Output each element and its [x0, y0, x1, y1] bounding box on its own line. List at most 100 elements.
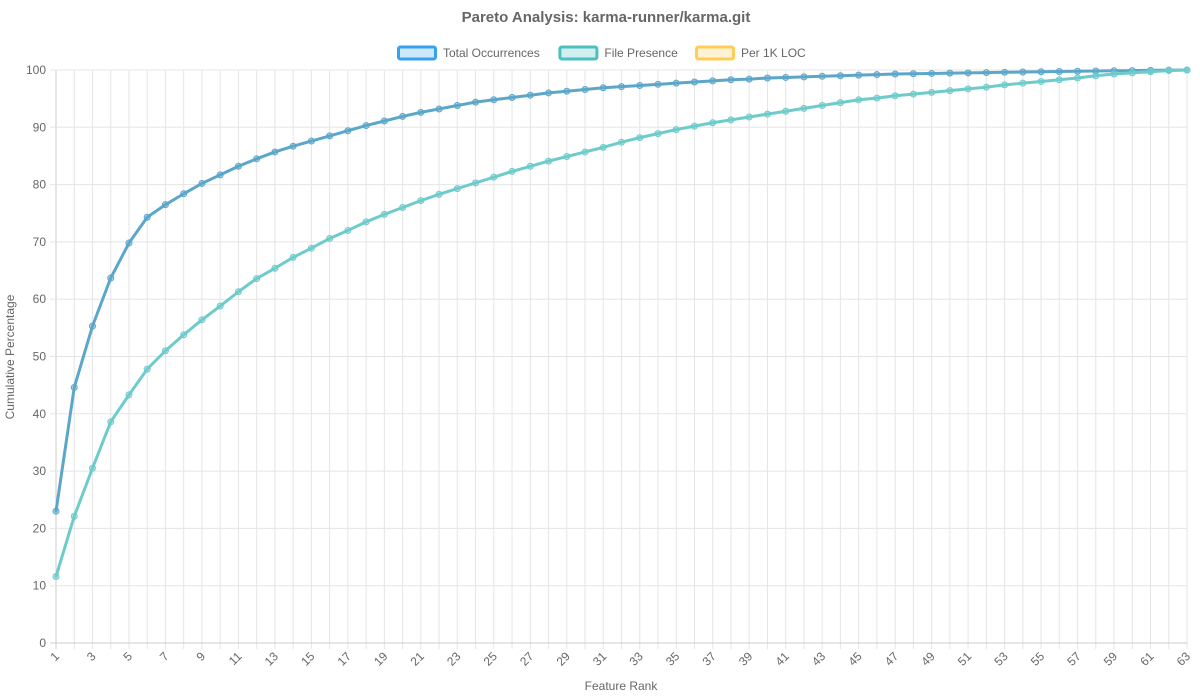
chart-grid: [50, 69, 1188, 649]
data-point-file-presence: [52, 573, 60, 581]
data-point-file-presence: [143, 365, 151, 373]
x-tick-label: 49: [918, 649, 938, 669]
data-point-total-occurrences: [836, 72, 844, 80]
x-tick-label: 61: [1137, 649, 1157, 669]
x-tick-label: 9: [193, 649, 208, 664]
data-point-file-presence: [800, 104, 808, 112]
data-point-file-presence: [180, 331, 188, 339]
data-point-total-occurrences: [636, 81, 644, 89]
data-point-total-occurrences: [855, 71, 863, 79]
data-point-total-occurrences: [745, 75, 753, 83]
data-point-total-occurrences: [198, 179, 206, 187]
data-point-total-occurrences: [818, 72, 826, 80]
data-point-file-presence: [1147, 68, 1155, 76]
data-point-file-presence: [435, 190, 443, 198]
x-tick-label: 17: [335, 649, 355, 669]
data-point-total-occurrences: [508, 94, 516, 102]
data-point-total-occurrences: [399, 112, 407, 120]
data-point-file-presence: [253, 275, 261, 283]
data-point-total-occurrences: [946, 69, 954, 77]
legend-label-total-occurrences: Total Occurrences: [443, 46, 540, 60]
data-point-file-presence: [362, 218, 370, 226]
data-point-total-occurrences: [453, 102, 461, 110]
data-point-file-presence: [818, 102, 826, 110]
data-point-file-presence: [326, 234, 334, 242]
x-tick-label: 53: [991, 649, 1011, 669]
data-point-total-occurrences: [982, 69, 990, 77]
x-tick-label: 3: [84, 649, 99, 664]
data-point-total-occurrences: [618, 83, 625, 91]
y-axis-label: Cumulative Percentage: [3, 294, 17, 419]
data-point-total-occurrences: [88, 322, 96, 330]
data-point-total-occurrences: [599, 84, 607, 92]
data-point-file-presence: [490, 173, 498, 181]
data-point-total-occurrences: [909, 70, 917, 78]
data-point-file-presence: [107, 418, 115, 426]
data-point-file-presence: [380, 210, 388, 218]
data-point-total-occurrences: [435, 105, 443, 113]
x-tick-label: 21: [408, 649, 428, 669]
data-point-file-presence: [654, 130, 662, 138]
x-tick-label: 31: [590, 649, 610, 669]
data-point-file-presence: [344, 226, 352, 234]
x-tick-label: 57: [1064, 649, 1084, 669]
data-point-file-presence: [307, 244, 315, 252]
data-point-total-occurrences: [1037, 68, 1045, 76]
x-tick-label: 51: [955, 649, 975, 669]
data-point-total-occurrences: [417, 108, 425, 116]
x-tick-label: 15: [298, 649, 318, 669]
x-tick-label: 27: [517, 649, 537, 669]
data-point-file-presence: [891, 92, 899, 100]
x-tick-label: 55: [1028, 649, 1048, 669]
chart-title: Pareto Analysis: karma-runner/karma.git: [462, 9, 751, 26]
data-point-file-presence: [618, 138, 625, 146]
y-tick-label: 70: [33, 235, 47, 249]
data-point-total-occurrences: [672, 79, 680, 87]
data-point-total-occurrences: [143, 213, 151, 221]
x-tick-label: 37: [699, 649, 719, 669]
y-tick-label: 90: [33, 120, 47, 134]
data-point-total-occurrences: [891, 70, 899, 78]
data-point-file-presence: [234, 288, 242, 296]
data-point-total-occurrences: [545, 89, 553, 97]
data-point-total-occurrences: [690, 78, 698, 86]
y-tick-label: 50: [33, 350, 47, 364]
data-point-total-occurrences: [234, 162, 242, 170]
y-tick-label: 0: [39, 636, 46, 650]
data-point-total-occurrences: [928, 69, 936, 77]
x-axis-ticks: 1 3 5 7 9 11 13 15 17 19 21 23 25 27 29 31 33 35 37 39 41 43 4…: [47, 649, 1193, 669]
x-tick-label: 41: [772, 649, 792, 669]
data-point-total-occurrences: [1092, 67, 1100, 75]
data-point-file-presence: [88, 464, 96, 472]
x-tick-label: 1: [47, 649, 62, 664]
data-point-file-presence: [672, 126, 680, 134]
y-tick-label: 20: [33, 521, 47, 535]
data-point-total-occurrences: [964, 69, 972, 77]
data-point-total-occurrences: [253, 155, 261, 163]
data-point-file-presence: [763, 110, 771, 118]
data-point-file-presence: [1128, 69, 1136, 77]
data-point-total-occurrences: [563, 87, 571, 95]
data-point-total-occurrences: [800, 73, 808, 81]
data-point-total-occurrences: [1001, 68, 1009, 76]
data-point-total-occurrences: [709, 77, 717, 85]
legend-swatch-file-presence: [558, 45, 599, 61]
data-point-file-presence: [745, 113, 753, 121]
data-point-file-presence: [563, 153, 571, 161]
data-point-total-occurrences: [216, 171, 224, 179]
data-point-file-presence: [289, 253, 297, 261]
data-point-total-occurrences: [490, 96, 498, 104]
data-point-total-occurrences: [526, 91, 534, 99]
x-tick-label: 59: [1101, 649, 1121, 669]
series-line-total-occurrences: [54, 68, 1189, 513]
data-point-file-presence: [1055, 76, 1063, 84]
data-point-total-occurrences: [873, 71, 881, 79]
data-point-file-presence: [1019, 79, 1027, 87]
data-point-total-occurrences: [362, 122, 370, 130]
x-axis-label: Feature Rank: [585, 679, 659, 693]
x-tick-label: 23: [444, 649, 464, 669]
data-point-file-presence: [690, 122, 698, 130]
data-point-file-presence: [1110, 70, 1118, 78]
data-point-file-presence: [1001, 81, 1009, 89]
data-point-file-presence: [271, 264, 279, 272]
